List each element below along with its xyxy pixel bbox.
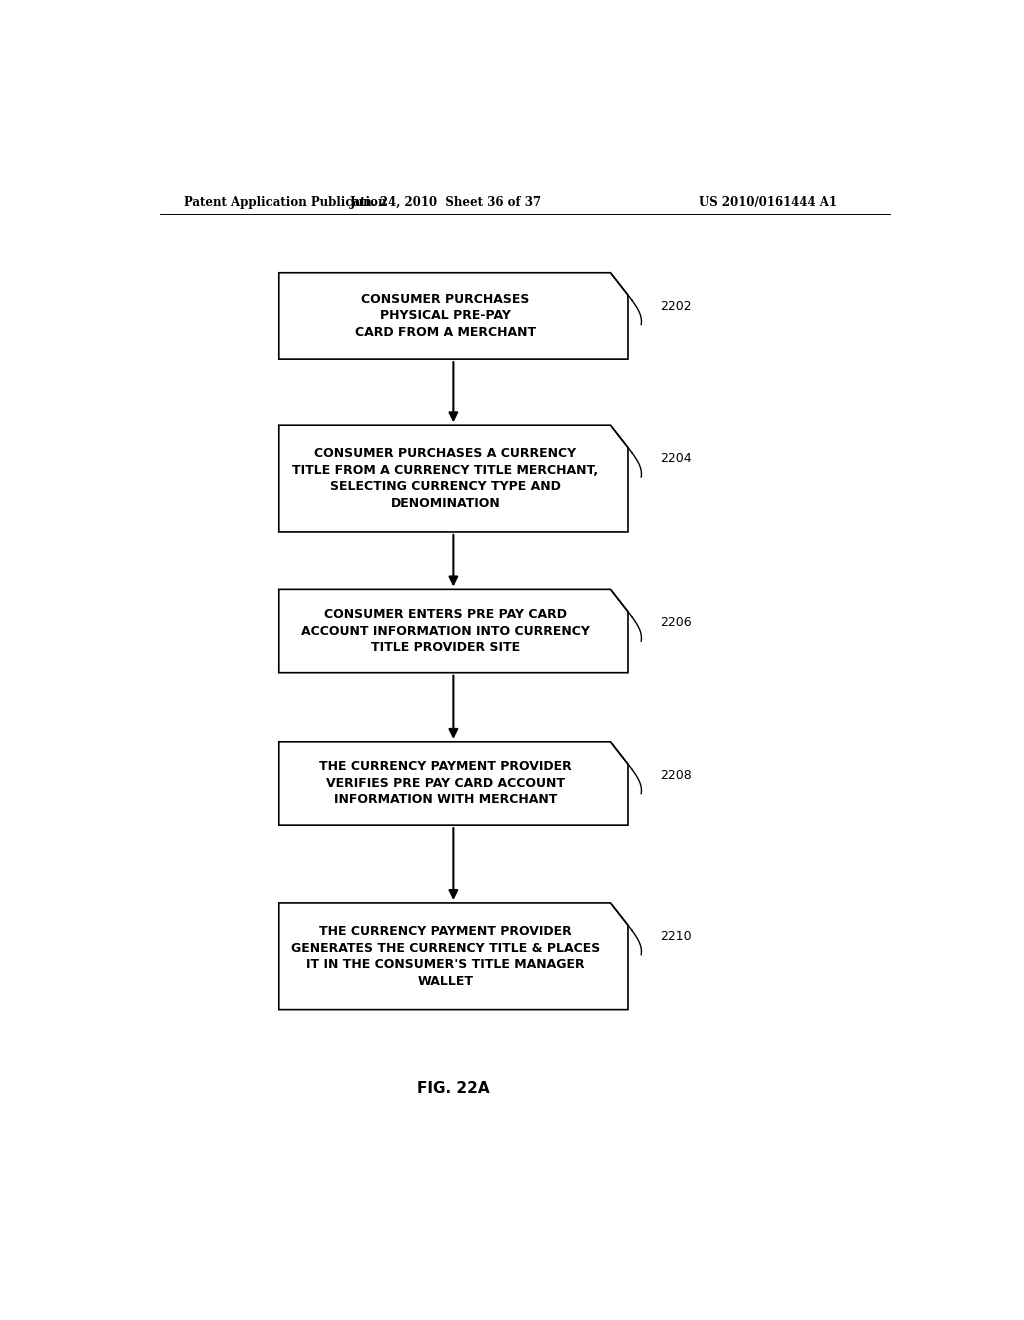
Text: Jun. 24, 2010  Sheet 36 of 37: Jun. 24, 2010 Sheet 36 of 37 [349,195,542,209]
Text: CONSUMER ENTERS PRE PAY CARD
ACCOUNT INFORMATION INTO CURRENCY
TITLE PROVIDER SI: CONSUMER ENTERS PRE PAY CARD ACCOUNT INF… [301,609,590,653]
Polygon shape [279,589,628,673]
Text: 2208: 2208 [659,768,691,781]
Text: CONSUMER PURCHASES
PHYSICAL PRE-PAY
CARD FROM A MERCHANT: CONSUMER PURCHASES PHYSICAL PRE-PAY CARD… [355,293,536,339]
Polygon shape [279,903,628,1010]
Text: THE CURRENCY PAYMENT PROVIDER
VERIFIES PRE PAY CARD ACCOUNT
INFORMATION WITH MER: THE CURRENCY PAYMENT PROVIDER VERIFIES P… [319,760,571,807]
Polygon shape [279,425,628,532]
Polygon shape [279,742,628,825]
Text: Patent Application Publication: Patent Application Publication [183,195,386,209]
Text: US 2010/0161444 A1: US 2010/0161444 A1 [699,195,838,209]
Text: CONSUMER PURCHASES A CURRENCY
TITLE FROM A CURRENCY TITLE MERCHANT,
SELECTING CU: CONSUMER PURCHASES A CURRENCY TITLE FROM… [293,447,598,510]
Polygon shape [279,273,628,359]
Text: 2202: 2202 [659,300,691,313]
Text: 2204: 2204 [659,453,691,465]
Text: 2206: 2206 [659,616,691,630]
Text: THE CURRENCY PAYMENT PROVIDER
GENERATES THE CURRENCY TITLE & PLACES
IT IN THE CO: THE CURRENCY PAYMENT PROVIDER GENERATES … [291,925,600,987]
Text: FIG. 22A: FIG. 22A [417,1081,489,1096]
Text: 2210: 2210 [659,931,691,942]
